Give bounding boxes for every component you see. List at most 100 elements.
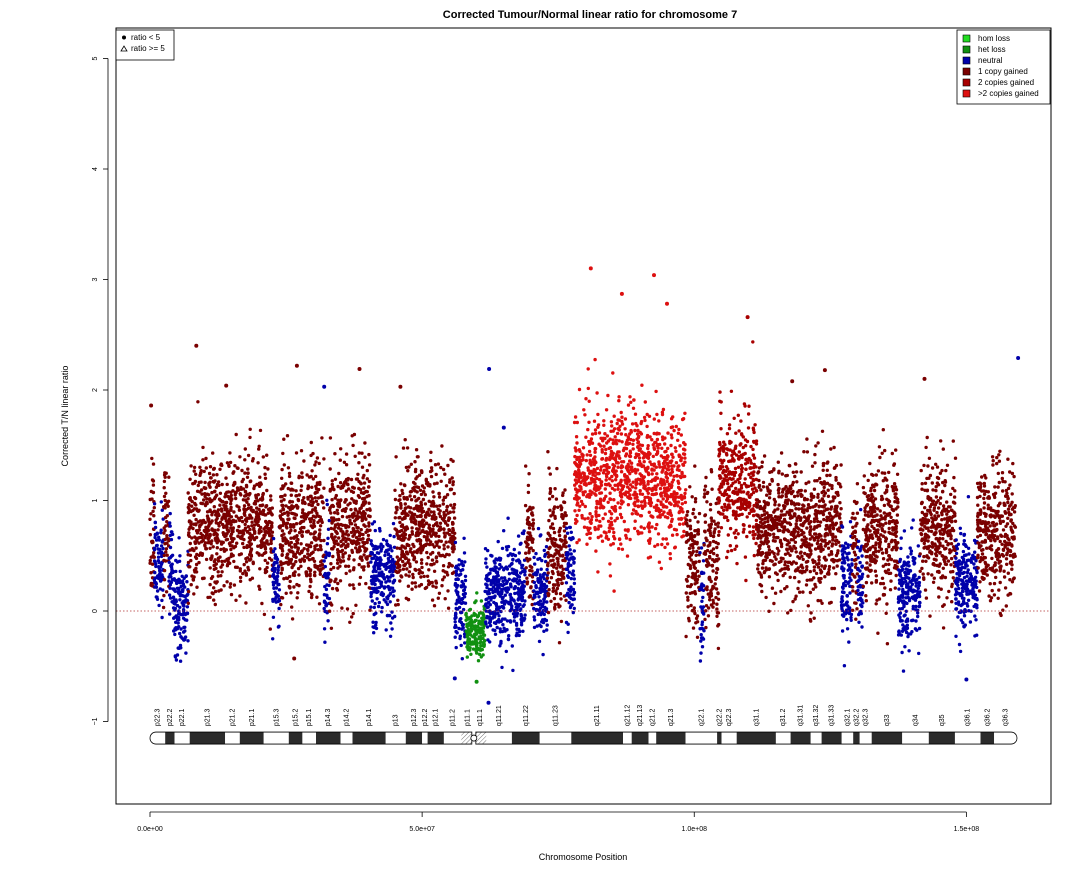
data-point [532, 555, 536, 560]
data-point [297, 583, 301, 588]
data-point [353, 454, 357, 458]
data-point [266, 523, 270, 527]
data-point [670, 459, 674, 463]
data-point [278, 525, 282, 530]
data-point [302, 459, 306, 463]
data-point [351, 611, 355, 616]
data-point [421, 545, 425, 549]
segment-points [322, 498, 332, 644]
data-point [588, 489, 592, 493]
data-point [341, 532, 345, 537]
data-point [504, 649, 508, 654]
data-point [318, 572, 322, 576]
data-point [610, 486, 615, 491]
data-point [460, 596, 465, 601]
data-point [291, 512, 296, 516]
data-point [643, 503, 647, 508]
data-point [539, 606, 543, 610]
data-point [307, 589, 311, 594]
data-point [217, 513, 221, 518]
data-point [410, 526, 414, 530]
data-point [528, 594, 532, 598]
data-point [526, 490, 531, 495]
data-point [449, 503, 453, 507]
data-point [676, 479, 680, 483]
data-point [351, 490, 356, 494]
data-point [205, 497, 209, 501]
data-point [669, 417, 674, 421]
data-point [673, 446, 677, 450]
data-point [362, 486, 366, 490]
data-point [243, 490, 248, 494]
data-point [500, 546, 505, 551]
data-point [493, 565, 497, 569]
data-point [238, 579, 243, 583]
data-point [318, 569, 322, 573]
data-point [185, 580, 189, 584]
data-point [522, 603, 526, 607]
data-point [268, 533, 272, 538]
data-point [485, 565, 489, 569]
data-point [648, 555, 653, 559]
data-point [187, 534, 191, 538]
data-point [216, 480, 221, 484]
data-point [405, 543, 410, 547]
data-point [481, 653, 485, 657]
segment-points [453, 536, 468, 661]
data-point [151, 483, 156, 487]
data-point [565, 567, 570, 572]
data-point [624, 533, 628, 538]
data-point [688, 518, 692, 523]
ideogram-band-label: p14.3 [325, 708, 332, 726]
data-point [339, 549, 344, 554]
data-point [446, 463, 450, 468]
data-point [180, 613, 185, 617]
data-point [180, 579, 185, 583]
data-point [562, 500, 567, 505]
data-point [639, 474, 644, 478]
data-point [485, 597, 489, 601]
data-point [206, 541, 210, 545]
data-point [153, 525, 158, 530]
data-point [647, 529, 652, 534]
segment-points [369, 520, 397, 638]
data-point [414, 467, 418, 472]
data-point [658, 515, 662, 519]
data-point [538, 599, 543, 603]
data-point [660, 542, 664, 547]
data-point [246, 497, 250, 501]
data-point [319, 538, 323, 543]
data-point [243, 526, 248, 530]
data-point [353, 540, 358, 544]
data-point [614, 461, 619, 465]
data-point [454, 625, 458, 629]
data-point [691, 507, 696, 512]
data-point [616, 482, 620, 486]
data-point [365, 468, 369, 473]
data-point [642, 460, 646, 464]
data-point [287, 543, 292, 547]
data-point [419, 503, 424, 507]
data-point [240, 519, 245, 524]
data-point [616, 487, 620, 491]
segment-points [167, 511, 175, 616]
data-point [493, 613, 497, 618]
data-point [330, 532, 334, 537]
data-point [214, 566, 218, 571]
data-point [222, 547, 226, 552]
data-point [285, 434, 290, 438]
data-point [266, 467, 270, 471]
data-point [171, 569, 175, 574]
data-point [331, 554, 335, 559]
data-point [595, 488, 599, 492]
data-point [313, 563, 317, 567]
data-point [207, 483, 211, 487]
data-point [150, 540, 154, 545]
data-point [605, 441, 609, 445]
ideogram-band-label: p11.1 [465, 709, 472, 726]
data-point [177, 536, 181, 540]
data-point [230, 539, 235, 544]
data-point [372, 612, 376, 617]
data-point [405, 497, 409, 501]
data-point [501, 623, 505, 627]
